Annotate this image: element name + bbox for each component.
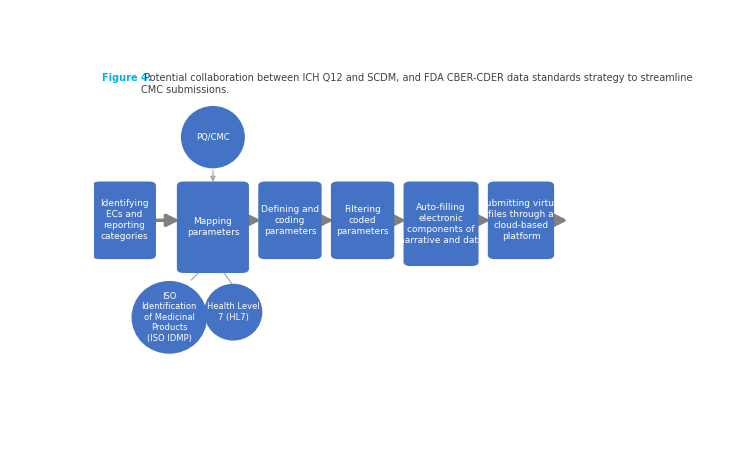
FancyBboxPatch shape bbox=[177, 181, 249, 273]
Text: Auto-filling
electronic
components of
narrative and data: Auto-filling electronic components of na… bbox=[399, 202, 483, 245]
Text: Identifying
ECs and
reporting
categories: Identifying ECs and reporting categories bbox=[100, 199, 148, 242]
FancyBboxPatch shape bbox=[331, 181, 394, 259]
Ellipse shape bbox=[204, 284, 262, 341]
Text: Health Level
7 (HL7): Health Level 7 (HL7) bbox=[207, 302, 260, 322]
FancyBboxPatch shape bbox=[258, 181, 322, 259]
Text: Filtering
coded
parameters: Filtering coded parameters bbox=[336, 205, 388, 236]
Text: Mapping
parameters: Mapping parameters bbox=[187, 217, 239, 237]
Text: Submitting virtual
files through a
cloud-based
platform: Submitting virtual files through a cloud… bbox=[480, 199, 562, 242]
FancyBboxPatch shape bbox=[488, 181, 554, 259]
Ellipse shape bbox=[181, 106, 244, 168]
Text: Potential collaboration between ICH Q12 and SCDM, and FDA CBER-CDER data standar: Potential collaboration between ICH Q12 … bbox=[142, 73, 693, 94]
Text: Defining and
coding
parameters: Defining and coding parameters bbox=[261, 205, 319, 236]
FancyBboxPatch shape bbox=[92, 181, 156, 259]
Text: Figure 4:: Figure 4: bbox=[103, 73, 152, 83]
Ellipse shape bbox=[131, 281, 207, 354]
Text: PQ/CMC: PQ/CMC bbox=[196, 133, 230, 142]
FancyBboxPatch shape bbox=[404, 181, 478, 266]
Text: ISO
Identification
of Medicinal
Products
(ISO IDMP): ISO Identification of Medicinal Products… bbox=[142, 292, 197, 342]
